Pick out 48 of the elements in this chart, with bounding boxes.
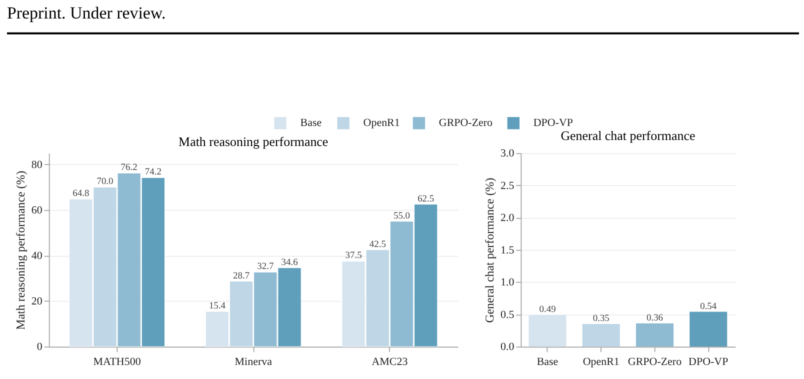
y-axis-title: General chat performance (%) [482,178,497,323]
data-label: 32.7 [257,262,274,272]
data-label: 15.4 [208,302,226,312]
y-axis-title: Math reasoning performance (%) [13,170,28,330]
x-tick-label: DPO-VP [688,356,728,368]
x-tick-label: OpenR1 [582,356,620,368]
data-label: 74.2 [144,168,162,178]
y-tick-label: 20 [31,296,43,308]
y-tick-label: 1.5 [500,244,515,256]
x-tick-label: GRPO-Zero [628,356,682,368]
legend-label: OpenR1 [363,117,400,130]
x-tick-label: Minerva [234,356,272,368]
data-label: 55.0 [393,211,410,222]
data-label: 62.5 [418,194,434,204]
x-tick-label: Base [536,356,558,368]
bar [528,314,566,347]
data-label: 0.54 [700,302,717,312]
text: Preprint. Under review. [6,3,166,22]
data-label: 64.8 [72,189,90,200]
legend-label: Base [300,117,322,130]
chart-title: General chat performance [560,128,696,144]
chart-title: Math reasoning performance [178,134,328,150]
y-tick-label: 60 [31,204,43,216]
y-tick-label: 80 [31,158,43,171]
legend-label: GRPO-Zero [438,117,494,130]
data-label: 37.5 [345,251,362,262]
y-tick-label: 3.0 [500,148,515,160]
data-label: 34.6 [281,258,298,268]
y-tick-label: 0.0 [500,341,515,354]
data-label: 0.49 [539,304,556,315]
legend-label: DPO-VP [533,117,573,130]
y-tick-label: 1.0 [500,276,515,289]
data-label: 0.36 [646,313,664,324]
y-tick-label: 40 [31,250,43,262]
y-tick-label: 2.5 [500,180,515,192]
y-tick-label: 2.0 [500,212,515,224]
x-tick-label: MATH500 [93,356,142,368]
x-tick-label: AMC23 [372,356,408,368]
data-label: 42.5 [369,240,386,250]
data-label: 70.0 [96,177,114,188]
bar [690,312,728,347]
y-tick-label: 0.5 [500,308,515,321]
data-label: 76.2 [120,163,138,174]
data-label: 28.7 [233,271,250,282]
y-tick-label: 0 [36,341,43,354]
bar [636,323,674,347]
data-label: 0.35 [592,314,610,324]
bar [582,324,620,347]
